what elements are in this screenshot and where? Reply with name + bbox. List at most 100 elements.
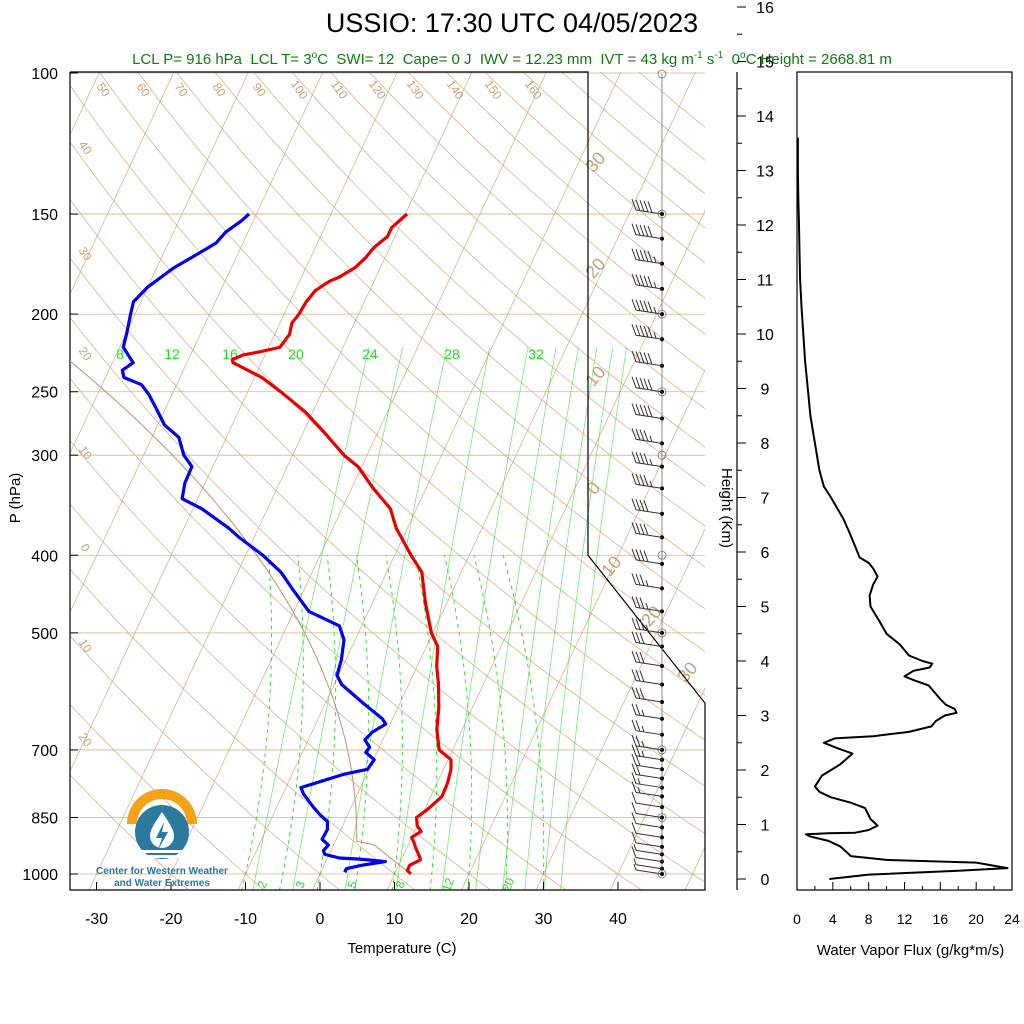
wind-barb-shaft — [635, 532, 663, 538]
wind-barb-flag — [631, 734, 637, 747]
dry-adiabat-label: 90 — [250, 80, 269, 99]
wind-barb-flag — [647, 326, 653, 338]
dry-adiabat-label: 80 — [210, 80, 229, 99]
wind-barb-flag — [631, 498, 637, 510]
wind-barb-flag — [635, 754, 641, 767]
wind-barb-flag — [639, 224, 645, 237]
wind-barb — [631, 744, 663, 761]
wind-barb-flag — [631, 298, 637, 311]
flux-tick-label: 4 — [829, 911, 837, 927]
temperature-tick-label: -10 — [234, 911, 257, 928]
wind-barb-shaft — [635, 832, 663, 838]
wind-barb-half-flag — [633, 863, 637, 871]
flux-tick-label: 24 — [1004, 911, 1020, 927]
isotherm-line — [461, 368, 705, 890]
isotherm-line — [610, 687, 705, 890]
dry-adiabat — [70, 198, 705, 787]
wind-barb-flag — [635, 403, 641, 416]
freezing-level: 0 — [731, 51, 741, 68]
wind-barb-shaft — [635, 259, 663, 265]
dry-adiabat — [70, 635, 341, 890]
pressure-tick-label: 250 — [31, 385, 58, 402]
wind-barb-flag — [635, 618, 641, 630]
skewt-frame — [69, 71, 706, 891]
dry-adiabat-label: 70 — [172, 80, 191, 99]
lcl-pressure: LCL P= 916 hPa — [132, 51, 243, 68]
wind-barb-flag — [631, 324, 637, 336]
temperature-tick-label: -20 — [159, 911, 182, 928]
pressure-tick-label: 850 — [31, 810, 58, 827]
wind-barb-level-ring — [657, 869, 667, 879]
wind-barb-flag — [643, 453, 649, 465]
dry-adiabat — [291, 72, 705, 448]
height-tick-label: 14 — [756, 109, 774, 126]
dry-adiabat-label: 60 — [134, 80, 153, 99]
wind-barb-flag — [635, 596, 641, 609]
wind-barb-half-flag — [641, 725, 645, 733]
wind-barb-flag — [631, 744, 637, 756]
wind-barb — [631, 772, 663, 789]
wind-barb — [631, 451, 663, 468]
wind-barb-shaft — [635, 509, 663, 515]
dry-adiabat — [175, 72, 705, 568]
cw3e-logo-text: Center for Western Weather and Water Extr… — [96, 866, 228, 889]
isotherm-line — [70, 72, 324, 614]
wind-barb-flag — [639, 200, 645, 212]
wind-barb — [631, 198, 663, 215]
wind-barb-half-flag — [645, 624, 649, 631]
wind-barb-shaft — [635, 764, 663, 770]
cape-value: Cape= 0 J — [402, 51, 472, 68]
dry-adiabat — [70, 257, 705, 835]
pressure-tick-label: 700 — [31, 743, 58, 760]
wind-barb-shaft — [635, 583, 663, 589]
wind-barb — [631, 573, 663, 589]
mixing-ratio-line — [524, 347, 598, 890]
wind-barb-flag — [631, 350, 637, 362]
wind-barb-flag — [631, 791, 637, 804]
isotherm-line — [88, 72, 473, 890]
mixing-ratio-line — [252, 347, 370, 890]
wind-barb-flag — [647, 225, 653, 238]
wind-barb — [631, 273, 663, 290]
wind-barb — [631, 846, 663, 863]
sounding-summary: LCL P= 916 hPa LCL T= 3oC SWI= 12 Cape= … — [132, 50, 892, 68]
wind-barb-half-flag — [641, 709, 645, 717]
isotherm-line — [70, 72, 249, 455]
mixing-ratio-line — [560, 347, 627, 890]
wind-barb-level-ring — [657, 550, 667, 560]
wind-barb-flag — [631, 631, 637, 643]
vapor-flux-profile — [796, 137, 1009, 880]
wind-barb-level-ring — [657, 450, 667, 460]
isotherm-line — [237, 72, 622, 890]
dry-adiabat — [368, 72, 705, 372]
dry-adiabat — [70, 317, 705, 883]
isotherm-label: 30 — [581, 148, 609, 176]
mixing-ratio-label: 24 — [362, 346, 378, 362]
wind-barb-flag — [643, 300, 649, 313]
wind-barb-flag — [643, 378, 649, 390]
height-axis-label: Height (Km) — [718, 468, 735, 548]
wind-barb-flag — [635, 720, 641, 732]
wind-barb-half-flag — [653, 281, 657, 289]
height-tick-label: 1 — [761, 818, 770, 835]
wind-barb-flag — [631, 802, 637, 814]
wind-barb-flag — [635, 522, 641, 535]
wind-barb-flag — [631, 548, 637, 561]
wind-barb — [631, 498, 663, 515]
wind-barb-level-ring — [657, 745, 667, 755]
temperature-tick-label: 10 — [386, 911, 404, 928]
dry-adiabat — [70, 84, 705, 696]
wind-barb-half-flag — [649, 458, 653, 466]
height-tick-label: 0 — [761, 872, 770, 889]
wind-barb-flag — [635, 351, 641, 363]
wind-barb-flag — [635, 549, 641, 561]
wind-barb-flag — [643, 200, 649, 213]
wind-barb-level-ring — [657, 309, 667, 319]
wind-barb — [631, 223, 663, 240]
height-tick-label: 4 — [761, 654, 770, 671]
dry-adiabat — [70, 568, 416, 890]
wind-barb-shaft — [635, 774, 663, 780]
isotherm-line — [70, 72, 100, 136]
temperature-tick-label: 40 — [609, 911, 627, 928]
